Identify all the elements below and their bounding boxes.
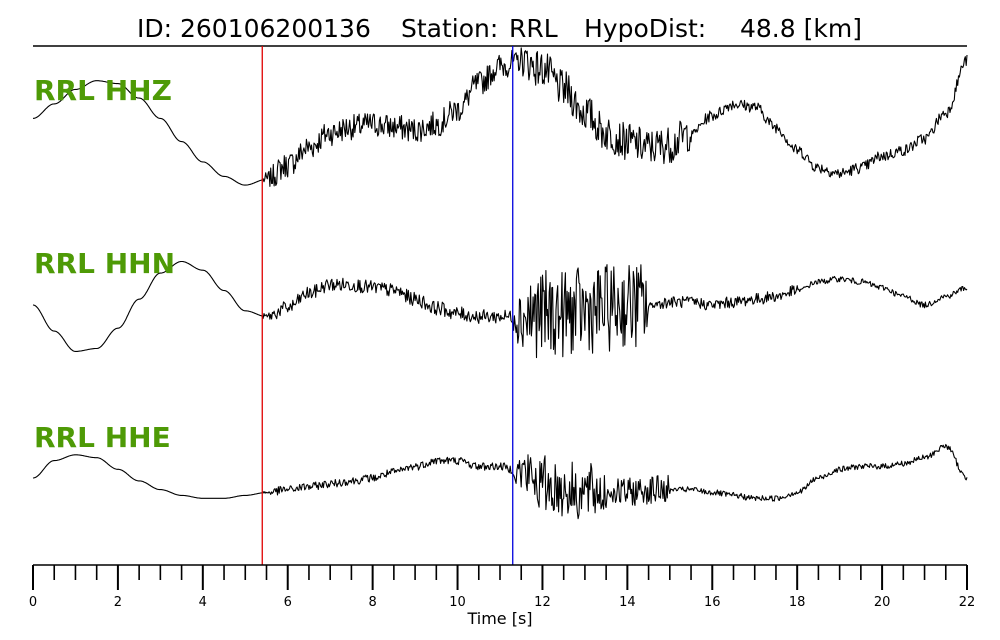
x-tick-label: 18 (789, 595, 806, 610)
title-station-value: RRL (509, 14, 558, 43)
title-hypodist-value: 48.8 [km] (740, 14, 862, 43)
channel-label-rrl-hhe: RRL HHE (34, 421, 171, 454)
title-id-label: ID: (137, 14, 172, 43)
title-id-value: 260106200136 (180, 14, 371, 43)
channel-label-rrl-hhn: RRL HHN (34, 247, 175, 280)
x-tick-label: 6 (284, 595, 292, 610)
x-tick-label: 12 (534, 595, 551, 610)
x-tick-label: 8 (368, 595, 376, 610)
title-hypodist-label: HypoDist: (584, 14, 706, 43)
x-axis-label: Time [s] (466, 609, 532, 628)
x-tick-label: 22 (959, 595, 976, 610)
time-axis: 0 2 4 6 8 10 12 14 16 18 20 22 (29, 564, 976, 610)
x-tick-label: 10 (449, 595, 466, 610)
x-tick-label: 20 (874, 595, 891, 610)
trace-rrl-hhe (32, 443, 968, 520)
x-tick-label: 2 (114, 595, 122, 610)
traces-group (32, 47, 968, 520)
trace-rrl-hhn (32, 260, 968, 359)
channel-labels-group: RRL HHZ RRL HHN RRL HHE (34, 74, 175, 454)
x-tick-label: 0 (29, 595, 37, 610)
title-station-label: Station: (401, 14, 498, 43)
picks-group (261, 46, 514, 565)
x-tick-label: 4 (199, 595, 207, 610)
x-tick-label: 16 (704, 595, 721, 610)
channel-label-rrl-hhz: RRL HHZ (34, 74, 172, 107)
x-tick-label: 14 (619, 595, 636, 610)
trace-rrl-hhz (32, 47, 968, 187)
